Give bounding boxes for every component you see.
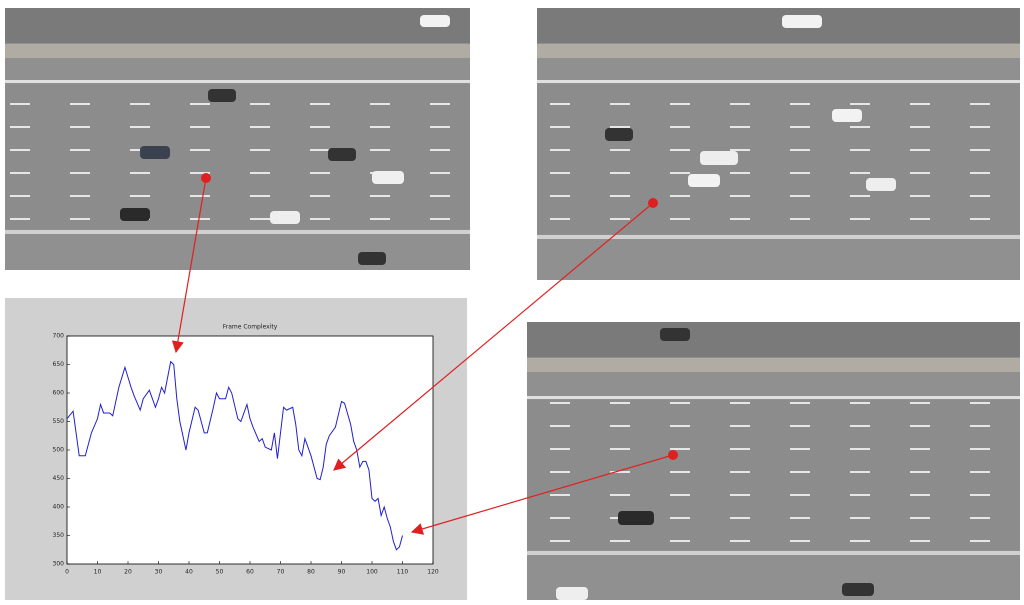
y-tick-label: 500 [53,447,65,454]
y-tick-label: 600 [53,390,65,397]
x-tick-label: 0 [65,569,69,576]
plot-area [66,335,434,565]
line-series [66,360,403,551]
x-tick-label: 20 [124,569,132,576]
chart-title: Frame Complexity [223,324,278,331]
annotations [171,173,678,535]
road-image [5,8,470,270]
x-tick-label: 90 [338,569,346,576]
y-tick-label: 350 [53,532,65,539]
x-tick-label: 110 [397,569,409,576]
y-tick-label: 300 [53,561,65,568]
x-tick-label: 60 [246,569,254,576]
y-tick-label: 550 [53,418,65,425]
y-tick-label: 400 [53,504,65,511]
x-tick-label: 80 [307,569,315,576]
x-tick-label: 120 [427,569,439,576]
plot: 300 350 400 450 500 550 600 650 700 0 10 20 30 40 50 60… [53,333,439,576]
road-image [527,322,1020,600]
x-tick-label: 50 [216,569,224,576]
y-tick-label: 700 [53,333,65,340]
x-tick-label: 70 [277,569,285,576]
x-tick-label: 10 [94,569,102,576]
x-tick-label: 100 [366,569,378,576]
y-tick-label: 450 [53,475,65,482]
x-tick-label: 30 [155,569,163,576]
y-tick-label: 650 [53,361,65,368]
x-tick-label: 40 [185,569,193,576]
road-image [537,8,1020,280]
